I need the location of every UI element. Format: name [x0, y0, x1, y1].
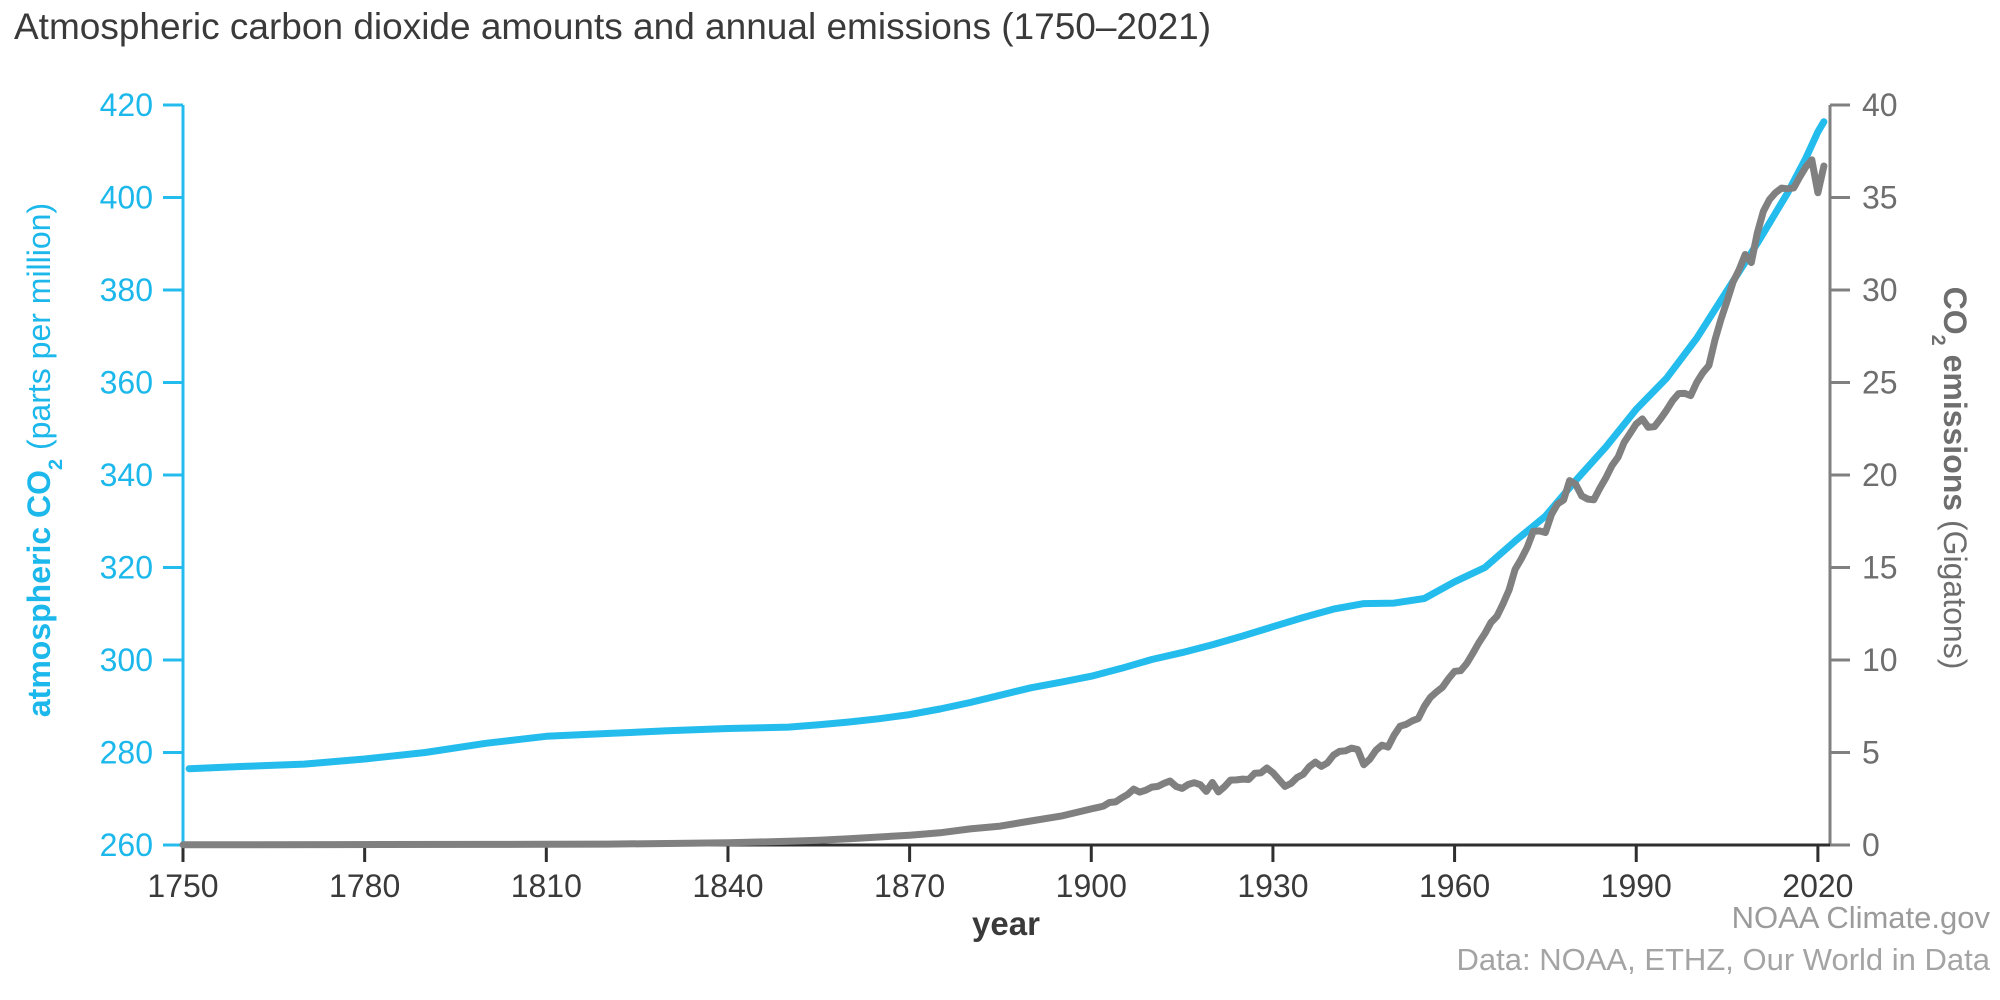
right-axis-tick-label: 15: [1862, 550, 1898, 586]
left-axis-tick-label: 420: [100, 87, 153, 123]
x-axis-tick-label: 1990: [1601, 868, 1672, 904]
right-axis-tick-label: 40: [1862, 87, 1898, 123]
left-axis-title-bold: atmospheric CO: [20, 469, 57, 718]
left-axis-tick-label: 280: [100, 735, 153, 771]
x-axis-tick-label: 1780: [329, 868, 400, 904]
right-axis-title-bold: CO: [1937, 286, 1974, 335]
credit-data-sources: Data: NOAA, ETHZ, Our World in Data: [1456, 942, 1990, 977]
x-axis-tick-label: 1900: [1056, 868, 1127, 904]
left-axis-title-subscript: 2: [45, 458, 68, 470]
left-axis-tick-label: 340: [100, 457, 153, 493]
x-axis: 1750 1780 1810 1840 1870 1900 1930 1960 1990 2020: [147, 843, 1853, 904]
right-axis-tick-label: 35: [1862, 180, 1898, 216]
credit-noaa-climate: NOAA Climate.gov: [1731, 900, 1990, 935]
left-axis-tick-label: 300: [100, 642, 153, 678]
x-axis-tick-label: 1810: [511, 868, 582, 904]
right-axis-tick-label: 20: [1862, 457, 1898, 493]
left-axis-tick-label: 360: [100, 365, 153, 401]
chart-title: Atmospheric carbon dioxide amounts and a…: [14, 6, 1212, 47]
x-axis-tick-label: 1960: [1419, 868, 1490, 904]
right-axis-tick-label: 25: [1862, 365, 1898, 401]
x-axis-tick-label: 1840: [692, 868, 763, 904]
right-axis-title-units: (Gigatons): [1937, 511, 1974, 670]
left-axis-tick-label: 400: [100, 180, 153, 216]
right-axis-tick-label: 5: [1862, 735, 1880, 771]
right-axis-title: CO2 emissions (Gigatons): [1927, 286, 1974, 670]
left-axis-title-units: (parts per million): [20, 202, 57, 459]
x-axis-title: year: [972, 905, 1040, 942]
right-axis-tick-label: 10: [1862, 642, 1898, 678]
right-axis-title-bold2: emissions: [1937, 345, 1974, 512]
left-axis: 260 280 300 320 340 360 380 400 420: [100, 87, 185, 863]
x-axis-tick-label: 1870: [874, 868, 945, 904]
right-axis: 0 5 10 15 20 25 30 35 40: [1828, 87, 1898, 863]
left-axis-tick-label: 260: [100, 827, 153, 863]
right-axis-title-subscript: 2: [1926, 334, 1949, 346]
right-axis-tick-label: 0: [1862, 827, 1880, 863]
x-axis-tick-label: 1930: [1237, 868, 1308, 904]
left-axis-tick-label: 320: [100, 550, 153, 586]
x-axis-tick-label: 1750: [147, 868, 218, 904]
right-axis-tick-label: 30: [1862, 272, 1898, 308]
left-axis-tick-label: 380: [100, 272, 153, 308]
left-axis-title: atmospheric CO2 (parts per million): [20, 202, 67, 718]
atmospheric-co2-line: [185, 118, 1828, 773]
co2-emissions-line: [179, 156, 1828, 849]
x-axis-tick-label: 2020: [1782, 868, 1853, 904]
